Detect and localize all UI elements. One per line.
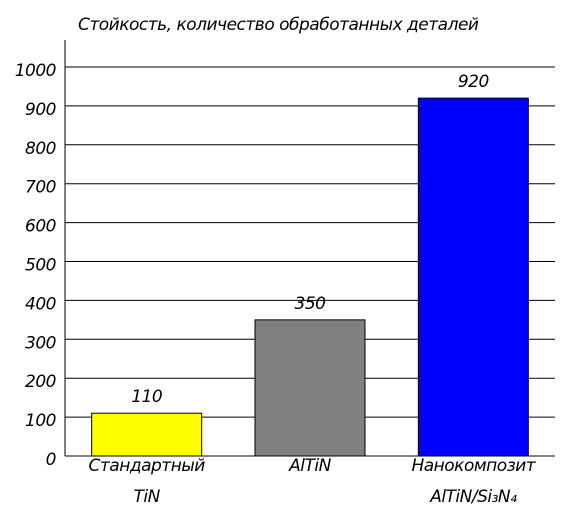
bar [417,97,529,457]
y-tick-label: 100 [25,411,56,431]
x-tick-label: Стандартный [89,456,206,476]
y-tick-label: 300 [25,333,56,353]
value-label: 350 [295,294,326,314]
x-tick-label: TiN [134,487,161,507]
y-tick-label: 0 [46,450,56,470]
y-tick-label: 900 [25,100,56,120]
bar [254,319,366,457]
y-tick-label: 700 [25,178,56,198]
x-tick-label: AlTiN/Si₃N₄ [429,487,517,507]
y-tick-label: 500 [25,256,56,276]
y-tick-label: 200 [25,372,56,392]
y-tick-label: 400 [25,294,56,314]
bar [91,412,203,457]
y-tick-label: 800 [25,139,56,159]
y-tick-label: 1000 [15,61,56,81]
chart-title: Стойкость, количество обработанных детал… [78,15,479,35]
x-tick-label: Нанокомпозит [411,456,536,476]
x-tick-label: AlTiN [288,456,331,476]
value-label: 110 [131,387,162,407]
y-tick-label: 600 [25,217,56,237]
value-label: 920 [458,72,489,92]
